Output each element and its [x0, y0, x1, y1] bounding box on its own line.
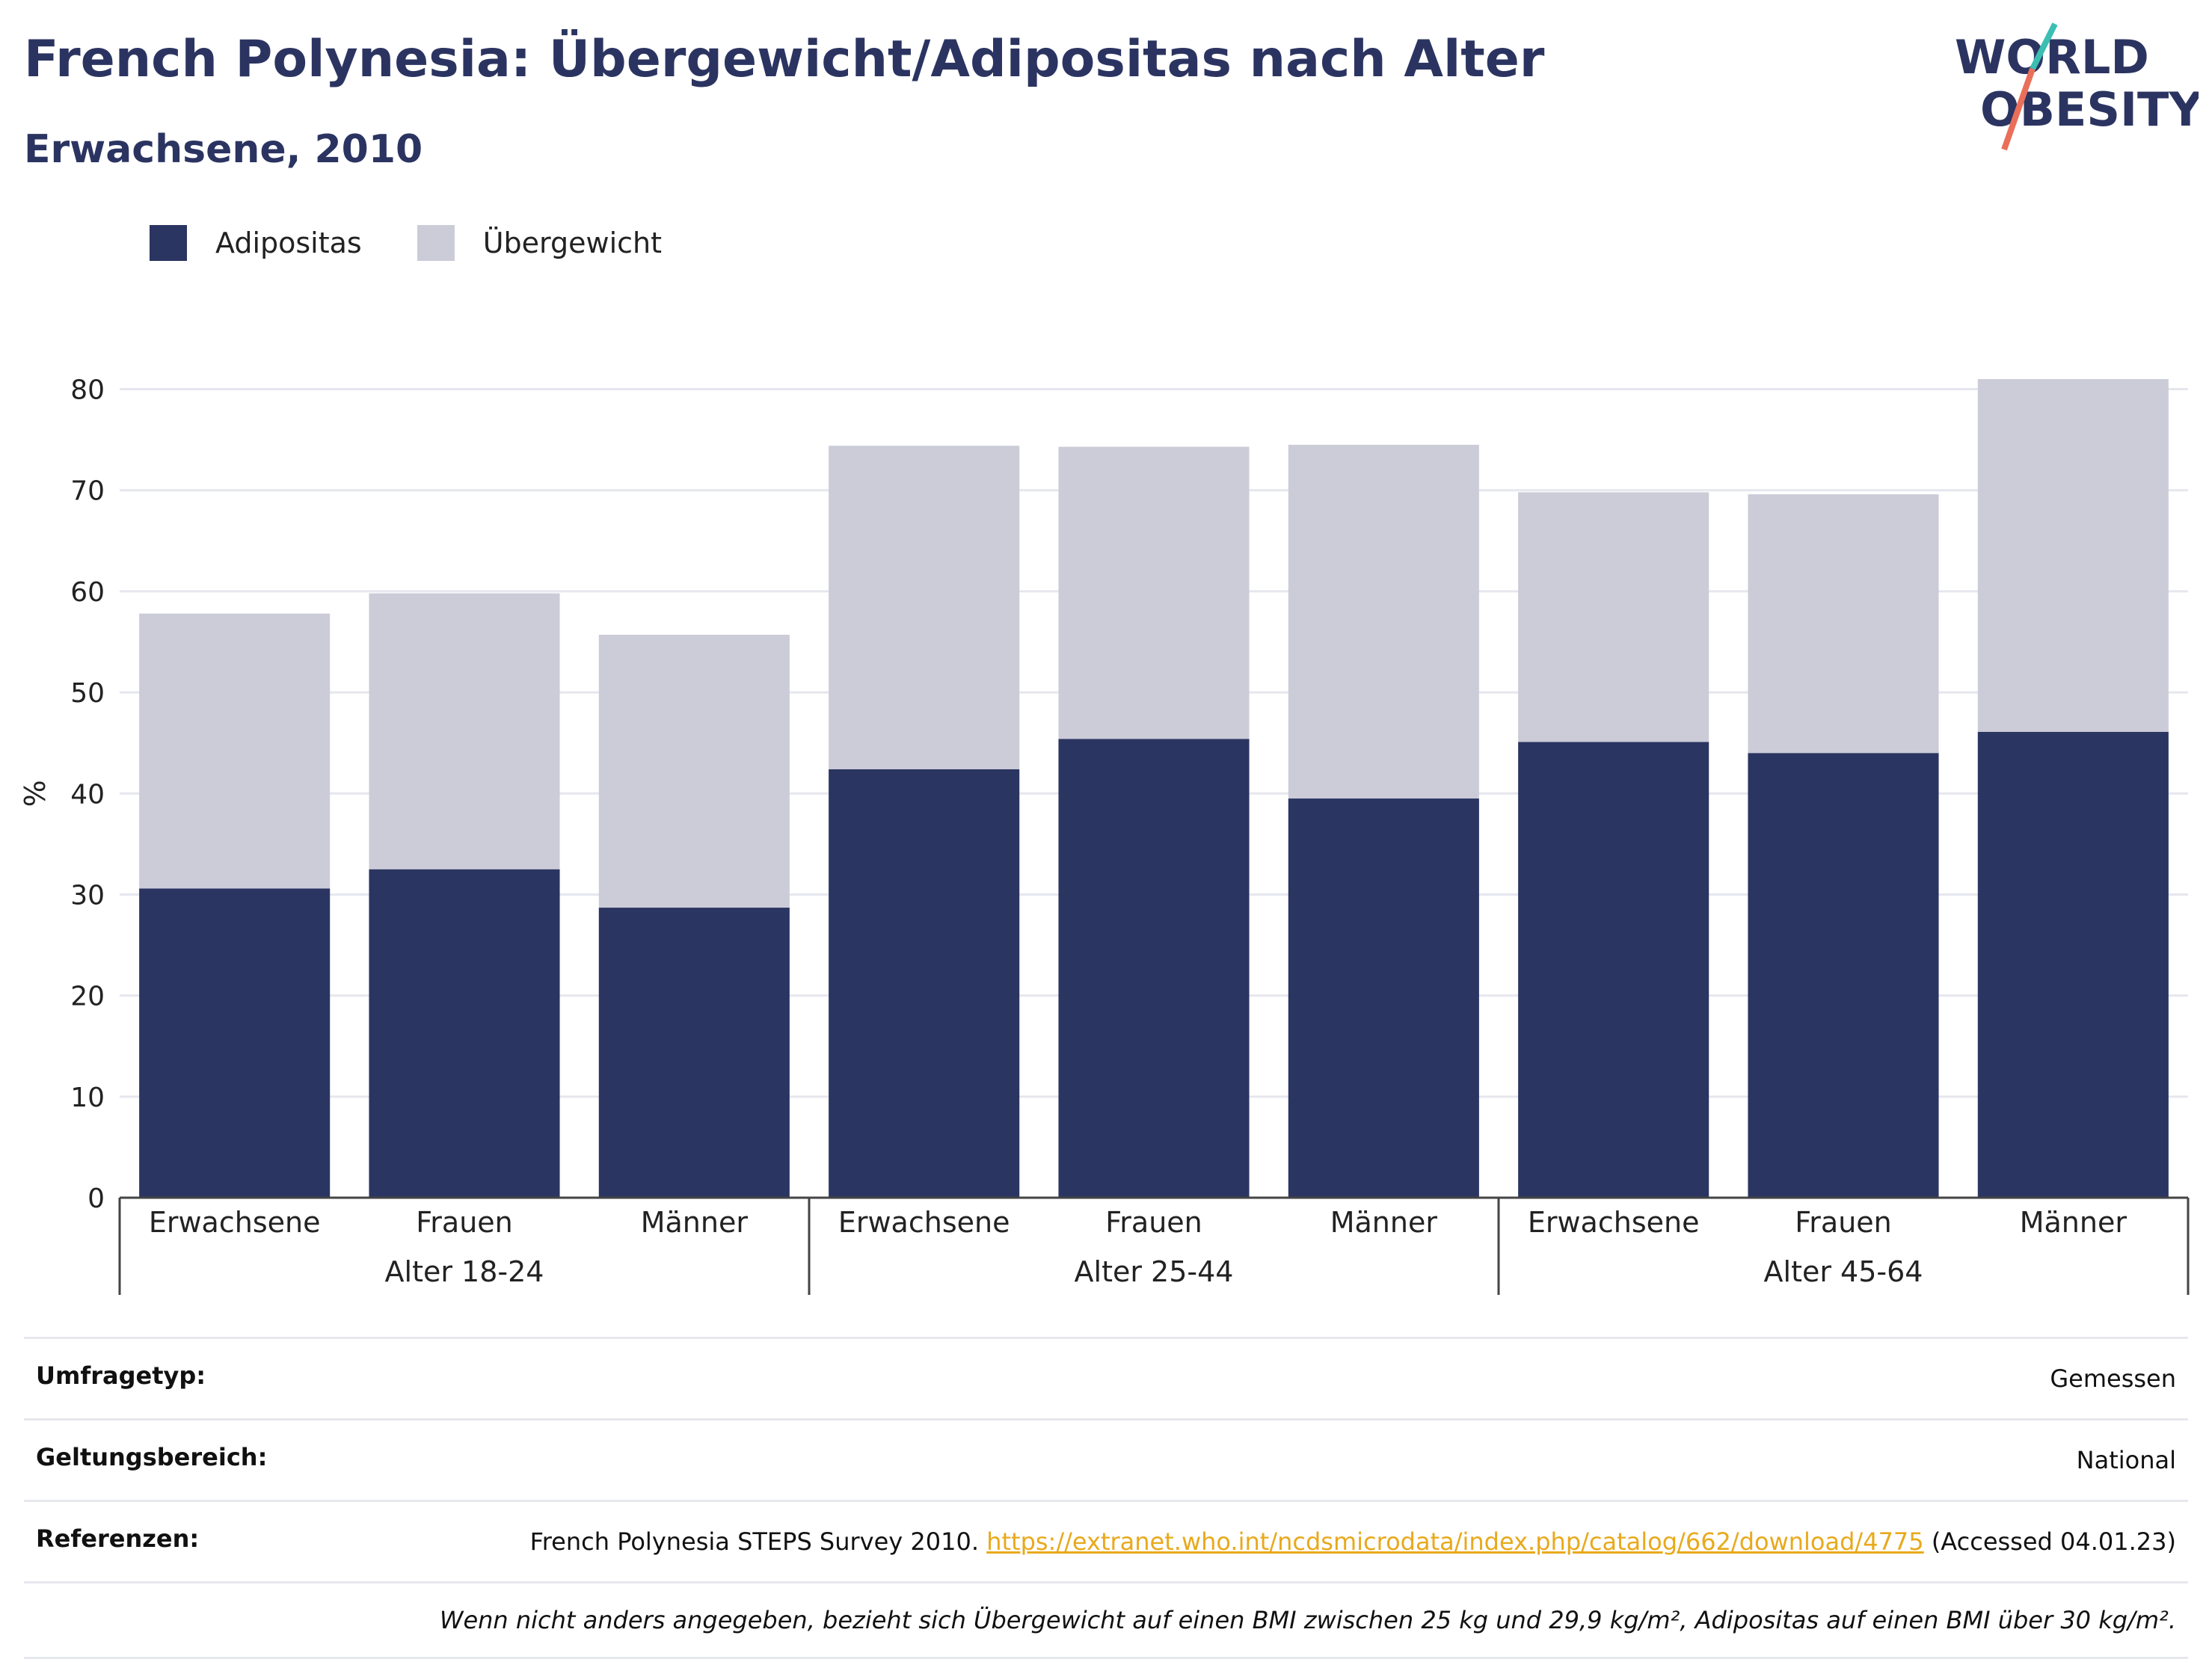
- page-subtitle: Erwachsene, 2010: [24, 127, 423, 172]
- logo-slash-coral: [2001, 67, 2036, 151]
- x-category-label: Frauen: [1105, 1206, 1202, 1239]
- bar-uebergewicht: [1518, 492, 1709, 742]
- x-group-label: Alter 18-24: [385, 1255, 544, 1288]
- bar-adipositas: [829, 769, 1020, 1198]
- page-title: French Polynesia: Übergewicht/Adipositas…: [24, 30, 1545, 89]
- survey-type-value: Gemessen: [2050, 1364, 2176, 1393]
- bar-uebergewicht: [369, 593, 560, 869]
- bar-adipositas: [139, 888, 331, 1198]
- references-text: French Polynesia STEPS Survey 2010.: [529, 1527, 980, 1556]
- x-category-label: Frauen: [1795, 1206, 1892, 1239]
- y-tick-label: 0: [87, 1184, 105, 1214]
- info-row-references: Referenzen: French Polynesia STEPS Surve…: [24, 1500, 2188, 1581]
- bar-uebergewicht: [139, 613, 331, 889]
- logo-line1: WORLD: [1955, 30, 2149, 84]
- x-group-label: Alter 25-44: [1075, 1255, 1234, 1288]
- bar-uebergewicht: [1288, 444, 1479, 799]
- x-category-label: Männer: [641, 1206, 749, 1239]
- x-category-label: Männer: [1330, 1206, 1438, 1239]
- x-category-label: Männer: [2020, 1206, 2127, 1239]
- bar-adipositas: [1977, 731, 2169, 1198]
- y-tick-label: 10: [70, 1083, 105, 1113]
- bar-uebergewicht: [598, 635, 790, 908]
- legend-label-uebergewicht: Übergewicht: [482, 227, 662, 259]
- logo-slash-teal: [2030, 22, 2058, 70]
- references-label: Referenzen:: [36, 1524, 200, 1553]
- info-row-scope: Geltungsbereich: National: [24, 1418, 2188, 1500]
- references-suffix: (Accessed 04.01.23): [1931, 1527, 2176, 1556]
- legend-swatch-adipositas: [150, 225, 187, 261]
- bar-adipositas: [598, 908, 790, 1198]
- x-group-label: Alter 45-64: [1764, 1255, 1923, 1288]
- legend-label-adipositas: Adipositas: [215, 227, 362, 259]
- x-category-label: Frauen: [416, 1206, 513, 1239]
- survey-type-label: Umfragetyp:: [36, 1361, 206, 1390]
- y-tick-label: 60: [70, 577, 105, 608]
- x-category-label: Erwachsene: [1528, 1206, 1700, 1239]
- y-tick-label: 30: [70, 880, 105, 911]
- bar-adipositas: [1288, 798, 1479, 1198]
- bar-adipositas: [1748, 753, 1939, 1198]
- y-tick-label: 50: [70, 678, 105, 709]
- scope-label: Geltungsbereich:: [36, 1443, 268, 1471]
- bar-uebergewicht: [1977, 379, 2169, 732]
- y-axis-label: %: [19, 780, 52, 807]
- info-table: Umfragetyp: Gemessen Geltungsbereich: Na…: [24, 1337, 2188, 1659]
- bar-adipositas: [369, 869, 560, 1198]
- bar-uebergewicht: [1058, 446, 1250, 739]
- bar-adipositas: [1518, 742, 1709, 1198]
- bar-uebergewicht: [829, 446, 1020, 769]
- definition-note: Wenn nicht anders angegeben, bezieht sic…: [439, 1606, 2176, 1634]
- scope-value: National: [2076, 1446, 2176, 1474]
- y-tick-label: 20: [70, 982, 105, 1012]
- references-value: French Polynesia STEPS Survey 2010. http…: [530, 1524, 2176, 1559]
- x-category-label: Erwachsene: [838, 1206, 1010, 1239]
- chart-legend: Adipositas Übergewicht: [150, 224, 717, 262]
- legend-swatch-uebergewicht: [417, 225, 455, 261]
- y-tick-label: 80: [70, 375, 105, 406]
- info-row-note: Wenn nicht anders angegeben, bezieht sic…: [24, 1581, 2188, 1659]
- y-tick-label: 40: [70, 779, 105, 810]
- world-obesity-logo: WORLD OBESITY: [1955, 22, 2199, 151]
- y-tick-label: 70: [70, 476, 105, 507]
- references-link[interactable]: https://extranet.who.int/ncdsmicrodata/i…: [986, 1527, 1924, 1556]
- stacked-bar-chart: 0 10 20 30 40 50 60 70 80% Erwachsene Frauen Männer…: [19, 375, 2190, 1295]
- x-category-label: Erwachsene: [149, 1206, 321, 1239]
- bar-uebergewicht: [1748, 494, 1939, 754]
- info-row-survey-type: Umfragetyp: Gemessen: [24, 1337, 2188, 1418]
- bar-adipositas: [1058, 739, 1250, 1198]
